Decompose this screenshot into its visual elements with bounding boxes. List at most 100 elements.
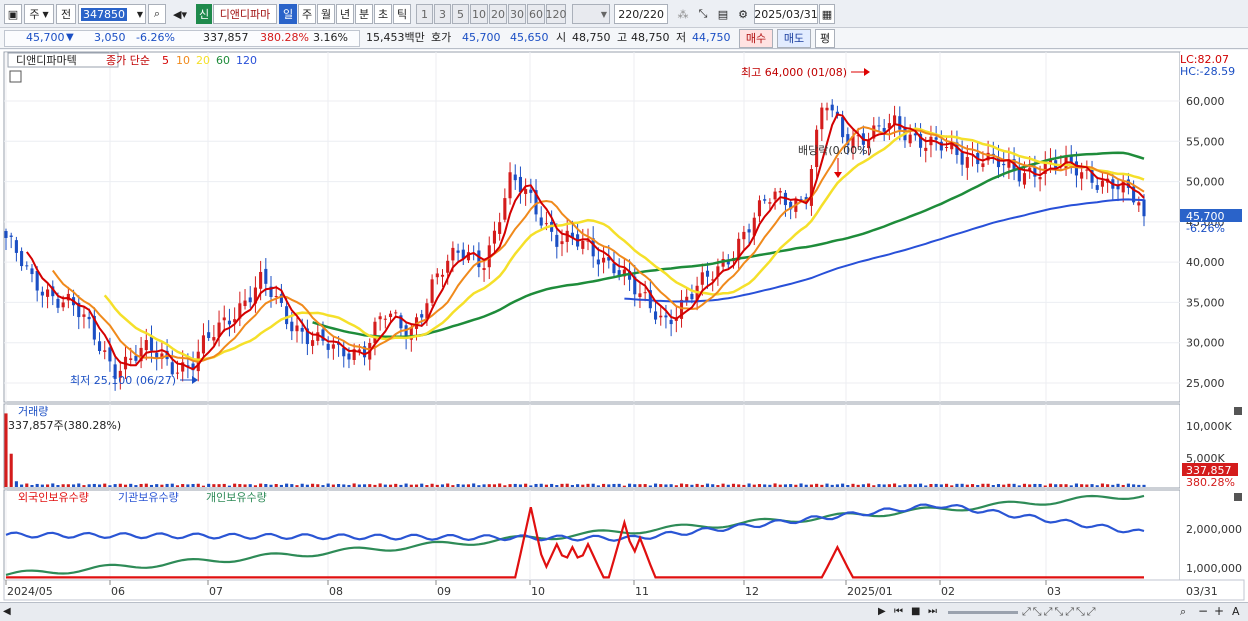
save-icon[interactable]: ▤: [717, 7, 729, 21]
candle-body: [92, 315, 96, 340]
candle-body: [290, 321, 294, 332]
draw-tool-icon[interactable]: ⤡: [698, 7, 708, 20]
font-size-icon[interactable]: A: [1232, 605, 1240, 618]
x-axis-label: 2024/05: [7, 585, 53, 598]
candle-body: [383, 318, 387, 320]
candle-body: [181, 362, 185, 372]
scroll-left-icon[interactable]: ◀: [3, 606, 11, 617]
volume-bar: [1048, 483, 1053, 487]
candle-body: [529, 189, 533, 193]
price-change: 3,050: [94, 31, 126, 44]
calendar-icon[interactable]: ▦: [819, 4, 835, 24]
stock-name-field[interactable]: 디앤디파마: [213, 4, 277, 24]
magnifier-icon[interactable]: ⌕: [1180, 605, 1187, 618]
buy-button[interactable]: 매수: [739, 29, 773, 48]
volume-bar: [789, 484, 793, 487]
tab-interval-120[interactable]: 120: [546, 4, 567, 24]
volume-bar: [123, 484, 128, 487]
chart-area[interactable]: 디앤디파마텍 종가 단순 5 10 20 60 120 LC:82.07 HC:-28.…: [0, 50, 1248, 602]
zoom-out-icon[interactable]: −: [1198, 604, 1209, 618]
tab-period-4[interactable]: 분: [355, 4, 373, 24]
candle-body: [97, 341, 102, 351]
tab-interval-10[interactable]: 10: [470, 4, 488, 24]
volume-bar: [664, 484, 668, 487]
volume-bar: [472, 483, 476, 487]
volume-bar: [726, 484, 730, 487]
candle-body: [742, 231, 746, 240]
volume-bar: [867, 483, 871, 487]
count-field[interactable]: 220/220: [614, 4, 668, 24]
candle-body: [716, 266, 720, 277]
tab-period-5[interactable]: 초: [374, 4, 392, 24]
zoom-in-icon[interactable]: +: [1214, 604, 1225, 618]
chart-canvas[interactable]: 디앤디파마텍 종가 단순 5 10 20 60 120 LC:82.07 HC:-28.…: [0, 50, 1248, 602]
prev-button[interactable]: 전: [56, 4, 76, 24]
stop-icon[interactable]: ■: [911, 606, 921, 617]
candle-body: [243, 300, 247, 307]
interval-custom-select[interactable]: ▼: [572, 4, 610, 24]
candle-body: [898, 116, 902, 130]
volume-bar: [264, 484, 268, 487]
stock-code-input[interactable]: 347850 ▼: [78, 4, 146, 24]
volume-bar: [388, 484, 393, 487]
candle-body: [586, 240, 590, 242]
tab-period-2[interactable]: 월: [317, 4, 335, 24]
holdings-pane-close-icon[interactable]: [1234, 493, 1242, 501]
scroll-start-icon[interactable]: ⏮: [894, 606, 903, 617]
price-tick: 35,000: [1186, 296, 1225, 309]
drawing-tools-icons[interactable]: ⤢⤡⤢⤡⤢⤡⤢: [1022, 605, 1098, 618]
bottom-scrollbar[interactable]: ◀ ▶ ⏮ ■ ⏭ ⤢⤡⤢⤡⤢⤡⤢ ⌕ − + A: [0, 602, 1248, 621]
search-icon[interactable]: ⌕: [148, 4, 166, 24]
zoom-icon[interactable]: ⁂: [677, 7, 689, 21]
candle-body: [399, 315, 403, 329]
gear-icon[interactable]: ⚙: [738, 7, 748, 21]
volume-bar: [581, 484, 585, 487]
sell-button[interactable]: 매도: [777, 29, 811, 48]
date-field[interactable]: 2025/03/31: [754, 4, 818, 24]
scroll-right-icon[interactable]: ▶: [878, 606, 886, 617]
volume-tick-5000k: 5,000K: [1186, 452, 1225, 465]
volume-bar: [586, 483, 590, 487]
volume-bar: [711, 484, 715, 487]
volume-bar: [596, 485, 600, 487]
avg-button[interactable]: 평: [815, 29, 835, 48]
zoom-slider[interactable]: [948, 611, 1018, 614]
scroll-end-icon[interactable]: ⏭: [928, 606, 937, 617]
speaker-icon[interactable]: ◀▾: [173, 7, 187, 21]
tab-interval-5[interactable]: 5: [452, 4, 469, 24]
volume-bar: [669, 484, 673, 487]
tab-period-1[interactable]: 주: [298, 4, 316, 24]
candle-body: [534, 190, 538, 215]
moving-average-lines: [25, 113, 1145, 371]
volume-pane-close-icon[interactable]: [1234, 407, 1242, 415]
candle-body: [295, 325, 299, 332]
tab-period-0[interactable]: 일: [279, 4, 297, 24]
candle-body: [378, 316, 382, 320]
tab-interval-1[interactable]: 1: [416, 4, 433, 24]
candle-body: [373, 321, 377, 344]
tab-interval-20[interactable]: 20: [489, 4, 507, 24]
price-tick: 30,000: [1186, 337, 1225, 350]
candle-body: [570, 232, 574, 238]
period-type-select[interactable]: 주 ▼: [24, 4, 54, 24]
period-type-label: 주: [29, 8, 40, 21]
volume-bar: [565, 483, 569, 487]
tab-interval-60[interactable]: 60: [527, 4, 545, 24]
candle-body: [747, 229, 751, 233]
tab-interval-30[interactable]: 30: [508, 4, 526, 24]
window-menu-icon[interactable]: ▣: [4, 4, 22, 24]
tab-interval-3[interactable]: 3: [434, 4, 451, 24]
volume-bar: [550, 483, 554, 487]
candle-body: [1043, 162, 1047, 174]
volume-bar: [342, 484, 346, 487]
volume-bar: [1002, 484, 1006, 487]
bid-price: 45,650: [510, 31, 549, 44]
tab-period-6[interactable]: 틱: [393, 4, 411, 24]
current-price-tag-text: 45,700: [1186, 210, 1225, 223]
volume-bar: [207, 483, 211, 487]
candle-body: [867, 140, 871, 149]
candle-body: [607, 257, 611, 261]
pane-menu-icon[interactable]: [9, 70, 22, 83]
volume-bar: [259, 483, 263, 487]
tab-period-3[interactable]: 년: [336, 4, 354, 24]
